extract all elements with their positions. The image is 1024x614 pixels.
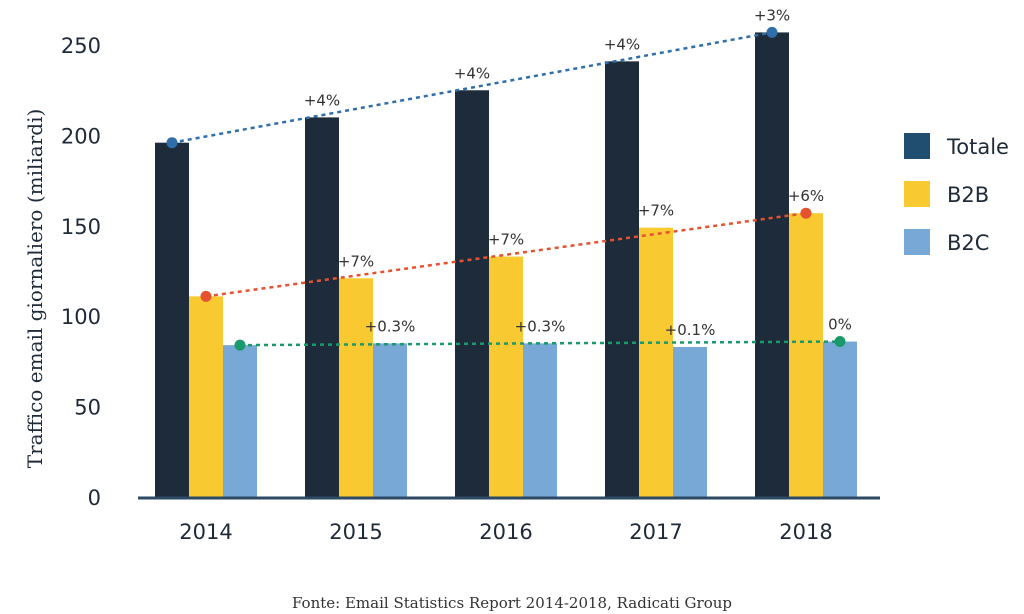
bar-totale-2017 — [605, 61, 639, 497]
trend-line-b2b — [205, 211, 807, 298]
bar-totale-2014 — [155, 142, 189, 497]
trend-dot-b2c-end — [834, 336, 846, 348]
legend-label-b2c: B2C — [947, 231, 989, 255]
bar-b2c-2015 — [373, 343, 407, 497]
y-tick-label: 200 — [61, 124, 101, 148]
y-tick-label: 0 — [88, 486, 101, 510]
trend-dot-b2c-start — [234, 339, 246, 351]
trend-line-totale — [171, 31, 773, 144]
data-label: +4% — [454, 64, 490, 82]
trend-dot-totale-start — [166, 137, 178, 149]
data-label: +0.3% — [365, 317, 416, 335]
data-label: +0.3% — [515, 317, 566, 335]
trend-dot-totale-end — [766, 26, 778, 38]
x-tick-label: 2017 — [629, 520, 682, 544]
data-label: +7% — [638, 202, 674, 220]
y-tick-label: 100 — [61, 305, 101, 329]
bar-b2b-2014 — [189, 296, 223, 497]
legend-swatch-b2b — [904, 181, 930, 207]
source-note: Fonte: Email Statistics Report 2014-2018… — [291, 594, 733, 612]
legend-label-totale: Totale — [946, 135, 1009, 159]
data-label: +4% — [304, 91, 340, 109]
data-label: +3% — [754, 6, 790, 24]
legend-swatch-totale — [904, 133, 930, 159]
bar-b2b-2018 — [789, 213, 823, 497]
bar-b2c-2017 — [673, 346, 707, 497]
legend-label-b2b: B2B — [947, 183, 989, 207]
bar-b2c-2018 — [823, 341, 857, 497]
data-label: +7% — [338, 252, 374, 270]
bar-b2c-2014 — [223, 345, 257, 497]
trend-dot-b2b-start — [200, 290, 212, 302]
y-axis-label: Traffico email giornaliero (miliardi) — [23, 109, 47, 469]
data-label: 0% — [828, 316, 852, 334]
y-tick-label: 150 — [61, 215, 101, 239]
x-tick-label: 2015 — [329, 520, 382, 544]
trend-dot-b2b-end — [800, 207, 812, 219]
x-tick-label: 2016 — [479, 520, 532, 544]
legend-swatch-b2c — [904, 229, 930, 255]
bar-b2c-2016 — [523, 343, 557, 497]
y-tick-label: 250 — [61, 34, 101, 58]
y-tick-label: 50 — [74, 396, 101, 420]
bar-totale-2018 — [755, 32, 789, 498]
x-tick-label: 2018 — [779, 520, 832, 544]
data-label: +0.1% — [665, 321, 716, 339]
data-label: +7% — [488, 231, 524, 249]
data-label: +6% — [788, 187, 824, 205]
bar-totale-2016 — [455, 90, 489, 498]
bar-totale-2015 — [305, 117, 339, 497]
bar-b2b-2015 — [339, 278, 373, 497]
bar-b2b-2016 — [489, 256, 523, 497]
bar-b2b-2017 — [639, 227, 673, 497]
x-tick-label: 2014 — [179, 520, 232, 544]
data-label: +4% — [604, 35, 640, 53]
